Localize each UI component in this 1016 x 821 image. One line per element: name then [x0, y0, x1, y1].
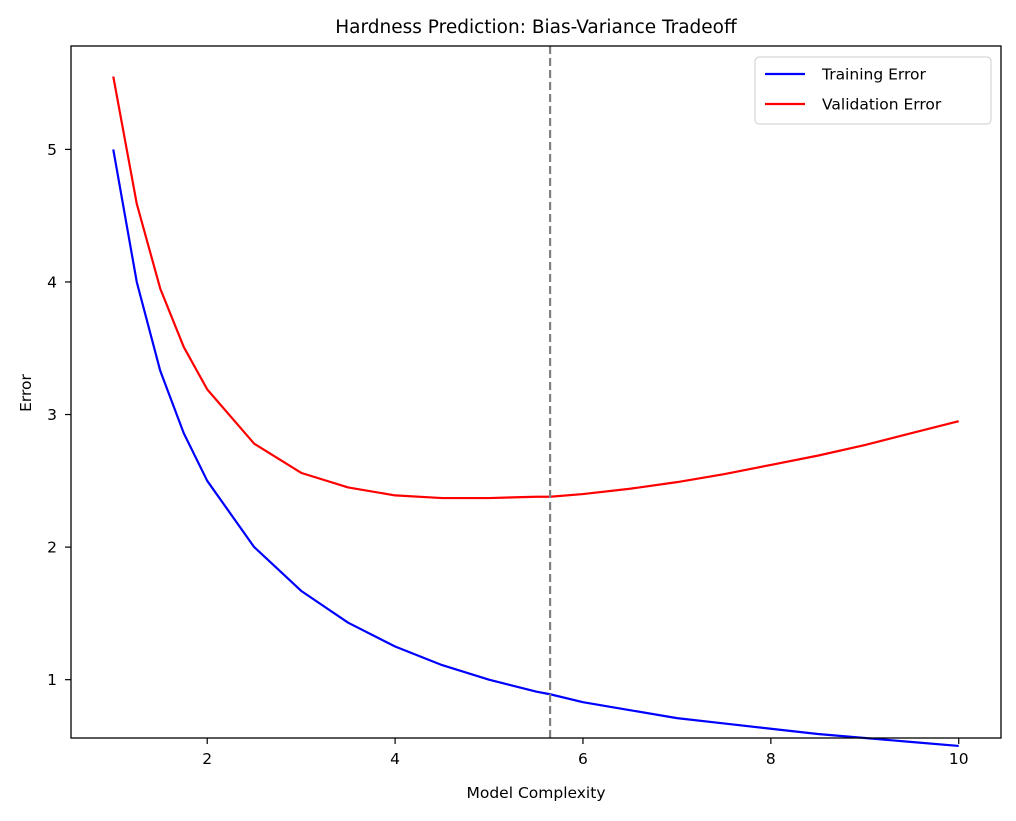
x-tick-label: 4 — [390, 750, 400, 768]
legend: Training Error Validation Error — [754, 56, 992, 125]
y-tick-label: 2 — [47, 539, 57, 557]
y-axis-label: Error — [17, 373, 35, 411]
y-tick-label: 4 — [47, 273, 57, 291]
x-tick-label: 2 — [202, 750, 212, 768]
y-tick-label: 3 — [47, 406, 57, 424]
legend-box — [754, 56, 992, 125]
legend-label: Training Error — [821, 66, 926, 84]
axes-frame — [70, 45, 1002, 739]
x-axis-label: Model Complexity — [466, 784, 605, 802]
x-tick-label: 10 — [949, 750, 969, 768]
y-tick-label: 1 — [47, 671, 57, 689]
y-tick-label: 5 — [47, 141, 57, 159]
x-tick-label: 8 — [766, 750, 776, 768]
x-tick-label: 6 — [578, 750, 588, 768]
legend-label: Validation Error — [822, 96, 942, 114]
chart-title: Hardness Prediction: Bias-Variance Trade… — [335, 17, 738, 38]
series-line-validation-error — [112, 76, 960, 500]
series-line-training-error — [112, 149, 959, 748]
